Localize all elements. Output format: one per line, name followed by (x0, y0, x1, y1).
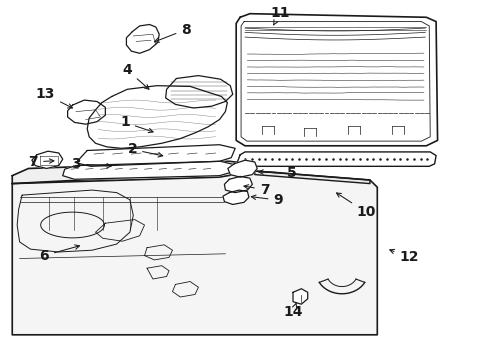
Text: 7: 7 (244, 183, 270, 197)
Polygon shape (63, 161, 235, 179)
Polygon shape (223, 190, 249, 204)
Text: 9: 9 (251, 193, 283, 207)
Text: 7: 7 (28, 155, 54, 169)
Text: 12: 12 (390, 249, 419, 264)
Polygon shape (236, 14, 438, 146)
Text: 10: 10 (337, 193, 376, 219)
Polygon shape (126, 24, 159, 53)
Text: 1: 1 (120, 116, 153, 132)
Polygon shape (293, 289, 308, 304)
Polygon shape (32, 151, 63, 168)
Text: 2: 2 (127, 143, 163, 157)
Text: 13: 13 (36, 87, 73, 108)
Polygon shape (255, 171, 370, 184)
Polygon shape (12, 161, 255, 184)
Polygon shape (228, 160, 257, 177)
Text: 6: 6 (39, 245, 79, 262)
Polygon shape (68, 100, 105, 124)
Polygon shape (224, 176, 252, 193)
Text: 8: 8 (154, 23, 191, 42)
Text: 5: 5 (259, 166, 296, 180)
Polygon shape (166, 76, 233, 108)
Text: 3: 3 (71, 157, 111, 171)
Text: 14: 14 (283, 303, 303, 319)
Polygon shape (87, 86, 227, 148)
Polygon shape (237, 152, 436, 166)
Polygon shape (12, 171, 377, 335)
Text: 11: 11 (270, 6, 290, 25)
Text: 4: 4 (122, 63, 149, 89)
Polygon shape (76, 145, 235, 166)
